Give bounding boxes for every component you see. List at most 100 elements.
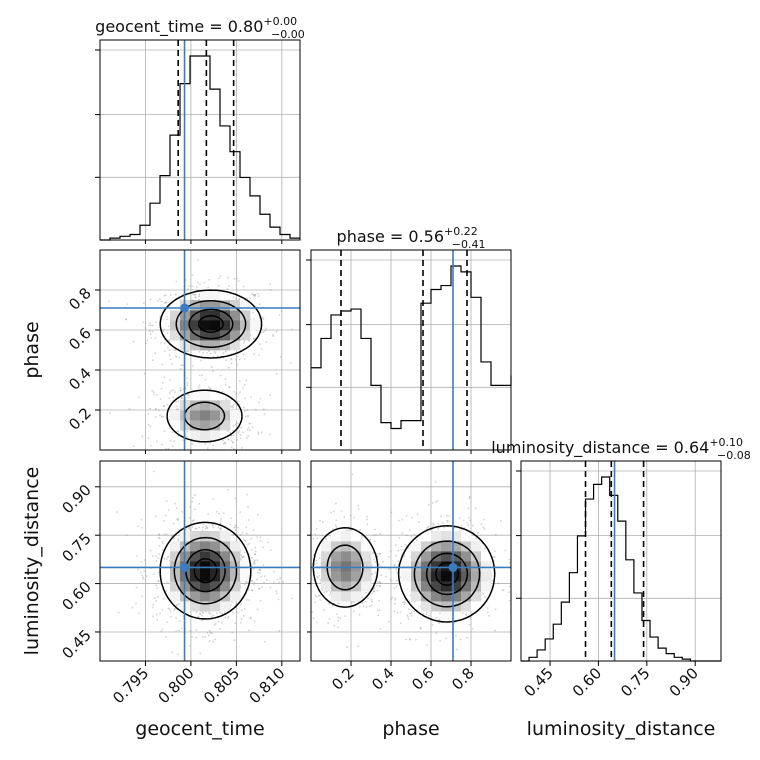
sample-point	[366, 515, 369, 518]
sample-point	[376, 581, 379, 584]
sample-point	[228, 386, 231, 389]
sample-point	[191, 293, 194, 296]
density-cell	[220, 320, 231, 331]
sample-point	[202, 523, 205, 526]
density-cell	[170, 300, 181, 311]
sample-point	[176, 603, 179, 606]
sample-point	[161, 609, 164, 612]
sample-point	[428, 614, 430, 617]
sample-point	[141, 526, 143, 529]
sample-point	[158, 571, 160, 574]
density-cell	[200, 581, 211, 592]
sample-point	[229, 431, 232, 434]
pair-body	[311, 461, 523, 661]
density-cell	[421, 591, 432, 602]
sample-point	[253, 583, 255, 586]
sample-point	[376, 609, 379, 612]
density-cell	[190, 601, 201, 612]
sample-point	[232, 611, 235, 614]
sample-point	[159, 414, 162, 417]
density-cell	[210, 290, 221, 301]
sample-point	[431, 525, 434, 528]
sample-point	[155, 440, 158, 443]
panel-frame	[310, 460, 512, 662]
sample-point	[195, 286, 198, 288]
sample-point	[374, 571, 377, 574]
sample-point	[187, 350, 190, 352]
density-cell	[471, 601, 482, 612]
sample-point	[272, 334, 274, 336]
sample-point	[373, 528, 376, 531]
sample-point	[250, 579, 253, 582]
sample-point	[228, 386, 231, 389]
sample-point	[163, 302, 166, 304]
sample-point	[179, 389, 182, 392]
sample-point	[258, 568, 261, 571]
sample-point	[239, 534, 242, 536]
sample-point	[199, 613, 202, 615]
sample-point	[214, 351, 217, 354]
sample-point	[165, 558, 168, 561]
sample-point	[243, 608, 246, 610]
sample-point	[521, 594, 523, 596]
sample-point	[517, 589, 519, 591]
density-cell	[230, 330, 241, 341]
sample-point	[425, 611, 428, 614]
sample-point	[251, 580, 253, 582]
density-cell	[441, 581, 452, 592]
x-tick-label: 0.75	[617, 664, 653, 700]
density-cell	[361, 581, 372, 592]
sample-point	[511, 567, 513, 569]
sample-point	[230, 405, 233, 408]
density-cell	[361, 571, 372, 582]
sample-point	[259, 572, 261, 574]
sample-point	[240, 554, 243, 557]
sample-point	[269, 433, 271, 436]
sample-point	[259, 569, 262, 572]
sample-point	[164, 514, 167, 517]
sample-point	[254, 293, 256, 296]
sample-point	[410, 612, 413, 614]
sample-point	[376, 589, 379, 592]
sample-point	[276, 592, 278, 595]
sample-point	[508, 561, 511, 564]
sample-point	[401, 532, 404, 534]
sample-point	[212, 498, 215, 500]
contour-level-4	[193, 558, 218, 584]
sample-point	[365, 606, 368, 609]
sample-point	[408, 608, 410, 611]
density-cell	[471, 581, 482, 592]
sample-point	[207, 286, 210, 289]
pair-panel-geocent_time-luminosity_distance	[99, 460, 301, 662]
sample-point	[279, 355, 282, 358]
sample-point	[328, 593, 331, 596]
density-cell	[351, 531, 362, 542]
sample-point	[347, 529, 350, 531]
density-cell	[200, 531, 211, 542]
y-axis-phase: 0.2 0.4 0.6 0.8 phase	[21, 284, 100, 434]
contour-level-1	[312, 525, 496, 623]
sample-point	[245, 532, 248, 535]
sample-point	[176, 405, 179, 408]
sample-point	[155, 560, 158, 563]
density-cell	[190, 430, 201, 441]
sample-point	[151, 555, 154, 557]
sample-point	[419, 626, 422, 629]
sample-point	[195, 636, 198, 639]
sample-point	[263, 640, 266, 643]
sample-point	[333, 624, 336, 627]
sample-point	[227, 438, 230, 441]
sample-point	[243, 539, 246, 542]
sample-point	[441, 521, 444, 524]
sample-point	[253, 337, 255, 340]
x-tick-label: 0.2	[328, 664, 358, 694]
sample-point	[159, 341, 162, 344]
sample-point	[181, 439, 184, 442]
sample-point	[219, 628, 221, 630]
sample-point	[315, 595, 318, 598]
sample-point	[364, 600, 367, 603]
sample-point	[251, 292, 254, 295]
density-cell	[220, 571, 231, 582]
sample-point	[135, 586, 138, 589]
sample-point	[160, 416, 163, 418]
